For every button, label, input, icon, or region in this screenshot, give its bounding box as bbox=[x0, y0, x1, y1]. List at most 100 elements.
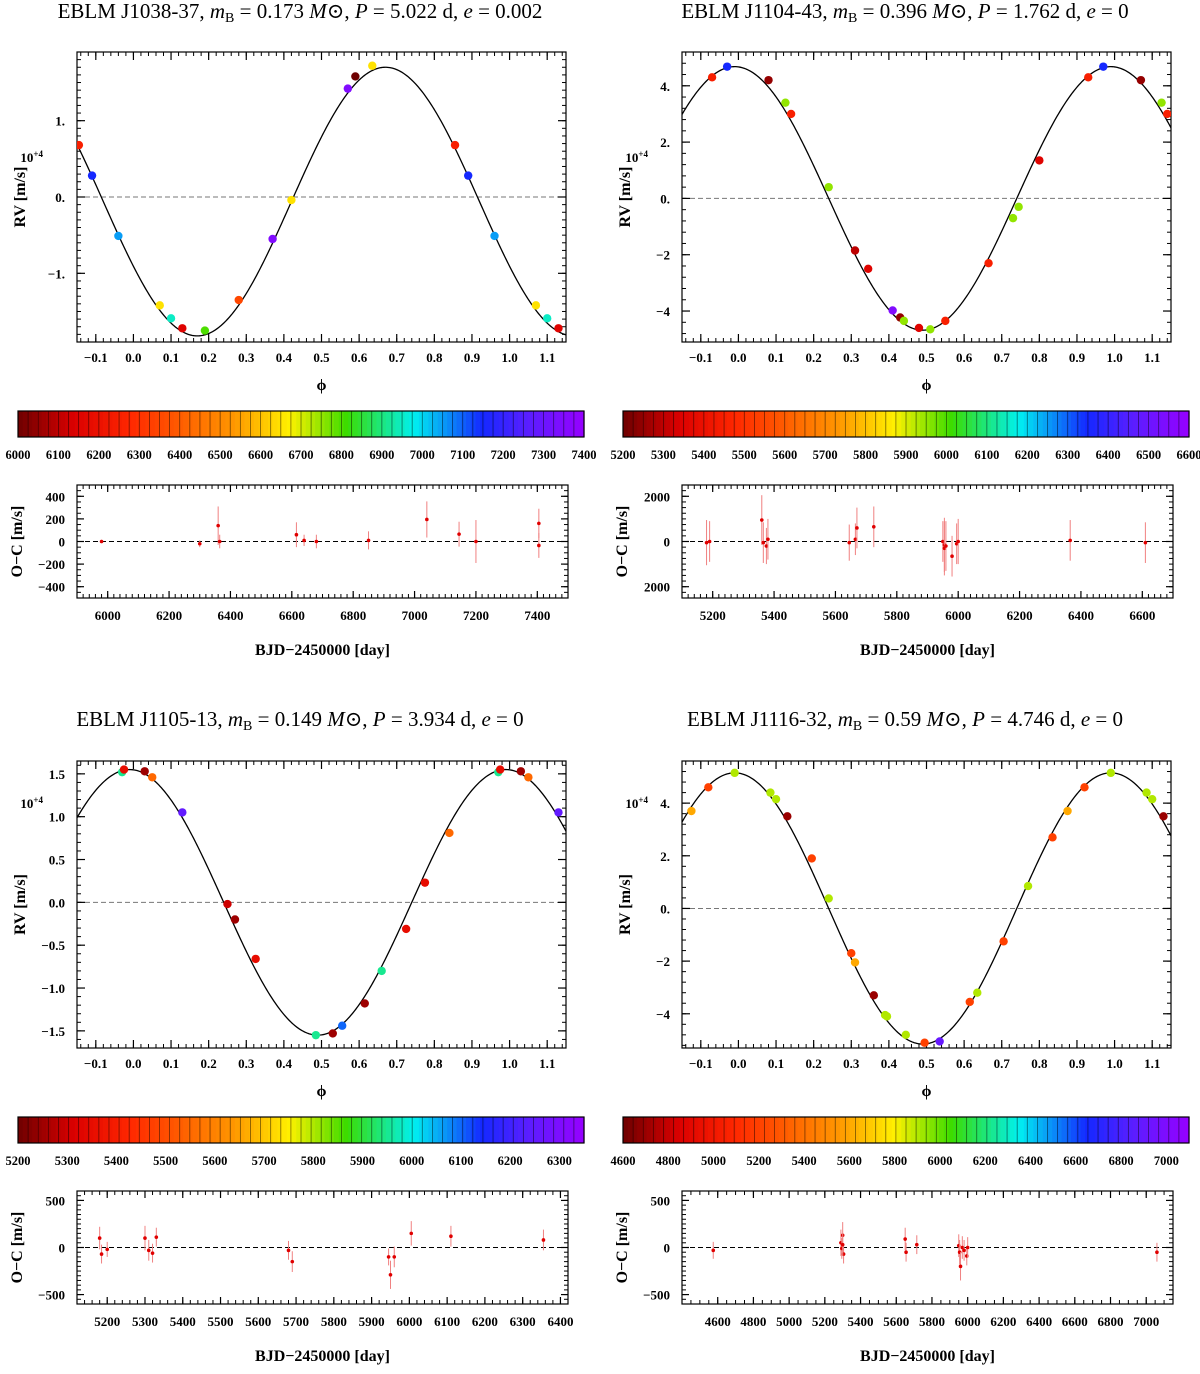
oc-data-point bbox=[847, 540, 852, 545]
rv-data-point bbox=[155, 301, 164, 310]
colorbar-segment bbox=[806, 411, 813, 437]
colorbar-segment bbox=[352, 411, 359, 437]
oc-data-point bbox=[764, 544, 769, 548]
y-tick-label: 2000 bbox=[644, 580, 670, 595]
colorbar-segment bbox=[679, 1117, 685, 1143]
y-tick-label: 200 bbox=[46, 512, 66, 527]
title-segment: = bbox=[991, 0, 1013, 23]
colorbar-segment bbox=[395, 411, 401, 437]
colorbar-segment bbox=[1075, 1117, 1082, 1143]
colorbar-segment bbox=[282, 1117, 288, 1143]
colorbar-tick-label: 5900 bbox=[350, 1154, 375, 1168]
colorbar-segment bbox=[1028, 1117, 1034, 1143]
colorbar-segment bbox=[811, 1117, 817, 1143]
rv-data-point bbox=[920, 1038, 929, 1047]
colorbar-segment bbox=[192, 411, 198, 437]
x-tick-label: 5600 bbox=[822, 608, 848, 623]
colorbar-segment bbox=[670, 411, 676, 437]
colorbar-segment bbox=[263, 1117, 269, 1143]
y-tick-label: 2000 bbox=[644, 489, 670, 504]
colorbar-segment bbox=[102, 1117, 109, 1143]
rv-data-point bbox=[707, 73, 717, 82]
colorbar-segment bbox=[910, 1117, 917, 1143]
colorbar-segment bbox=[343, 1117, 349, 1143]
colorbar-segment bbox=[830, 411, 836, 437]
rv-data-point bbox=[888, 306, 897, 315]
rv-data-point bbox=[351, 72, 360, 81]
colorbar-segment bbox=[319, 411, 326, 437]
y-exponent-label: 10+4 bbox=[625, 149, 648, 165]
colorbar-tick-label: 5900 bbox=[894, 448, 919, 462]
colorbar-segment bbox=[437, 1117, 444, 1143]
x-tick-label: 7000 bbox=[1133, 1314, 1159, 1329]
x-tick-label: 6800 bbox=[340, 608, 366, 623]
oc-data-point bbox=[537, 521, 541, 526]
colorbar-segment bbox=[854, 1117, 860, 1143]
colorbar-segment bbox=[1005, 1117, 1011, 1143]
colorbar-segment bbox=[74, 1117, 80, 1143]
oc-data-point bbox=[474, 539, 478, 544]
oc-x-axis-label: BJD−2450000 [day] bbox=[860, 642, 995, 659]
title-segment: 0 bbox=[1113, 707, 1124, 731]
y-exponent-label: 10+4 bbox=[20, 149, 43, 165]
colorbar-segment bbox=[816, 411, 822, 437]
x-tick-label: −0.1 bbox=[84, 350, 108, 365]
colorbar-tick-label: 7400 bbox=[572, 448, 597, 462]
oc-data-point bbox=[904, 1250, 908, 1255]
colorbar-segment bbox=[755, 411, 761, 437]
colorbar-segment bbox=[665, 1117, 671, 1143]
colorbar-segment bbox=[684, 1117, 690, 1143]
x-tick-label: 0.4 bbox=[881, 1056, 898, 1071]
x-tick-label: 5800 bbox=[321, 1314, 347, 1329]
colorbar-segment bbox=[291, 411, 297, 437]
colorbar-segment bbox=[1141, 1117, 1148, 1143]
colorbar-segment bbox=[315, 411, 321, 437]
panel-2: EBLM J1104-43, mB = 0.396 M⊙, P = 1.762 … bbox=[611, 0, 1200, 659]
colorbar-segment bbox=[225, 1117, 231, 1143]
colorbar-segment bbox=[707, 1117, 714, 1143]
x-tick-label: 1.0 bbox=[1106, 350, 1122, 365]
colorbar-segment bbox=[381, 1117, 387, 1143]
colorbar-segment bbox=[1132, 411, 1138, 437]
oc-data-point bbox=[960, 1245, 965, 1250]
colorbar-segment bbox=[967, 1117, 973, 1143]
y-tick-label: 500 bbox=[46, 1193, 66, 1208]
colorbar-segment bbox=[1165, 1117, 1171, 1143]
colorbar-segment bbox=[164, 411, 170, 437]
colorbar-segment bbox=[816, 1117, 822, 1143]
colorbar-segment bbox=[736, 411, 742, 437]
colorbar-segment bbox=[1047, 411, 1053, 437]
colorbar-segment bbox=[60, 411, 66, 437]
colorbar-tick-label: 6500 bbox=[208, 448, 233, 462]
x-tick-label: 0.6 bbox=[956, 1056, 973, 1071]
colorbar-segment bbox=[41, 411, 47, 437]
x-tick-label: 7000 bbox=[402, 608, 428, 623]
rv-data-point bbox=[119, 765, 129, 774]
y-tick-label: 1.0 bbox=[49, 810, 65, 825]
x-tick-label: 0.0 bbox=[125, 1056, 141, 1071]
colorbar-segment bbox=[183, 1117, 189, 1143]
y-tick-label: −1. bbox=[48, 266, 65, 281]
colorbar: 6000 6100 6200 6300 6400 6500 6600 6700 6800 6900… bbox=[6, 410, 597, 462]
colorbar-segment bbox=[84, 411, 90, 437]
x-tick-label: 1.1 bbox=[1144, 1056, 1160, 1071]
colorbar-segment bbox=[404, 411, 411, 437]
colorbar-segment bbox=[560, 411, 566, 437]
colorbar-segment bbox=[641, 1117, 648, 1143]
colorbar-segment bbox=[263, 411, 269, 437]
colorbar-segment bbox=[1113, 411, 1119, 437]
title-segment: B bbox=[225, 11, 234, 26]
rv-data-point bbox=[914, 323, 924, 333]
colorbar-tick-label: 6400 bbox=[1096, 448, 1121, 462]
oc-data-point bbox=[449, 1234, 453, 1238]
colorbar-segment bbox=[839, 1117, 846, 1143]
rv-x-axis-label: ϕ bbox=[317, 1083, 327, 1100]
colorbar-segment bbox=[684, 411, 690, 437]
colorbar-segment bbox=[395, 1117, 401, 1143]
colorbar-segment bbox=[693, 411, 700, 437]
colorbar-segment bbox=[1080, 1117, 1086, 1143]
oc-data-point bbox=[941, 539, 945, 544]
x-tick-label: 0.1 bbox=[768, 1056, 784, 1071]
panel-3: EBLM J1105-13, mB = 0.149 M⊙, P = 3.934 … bbox=[6, 707, 585, 1365]
colorbar-segment bbox=[849, 411, 855, 437]
